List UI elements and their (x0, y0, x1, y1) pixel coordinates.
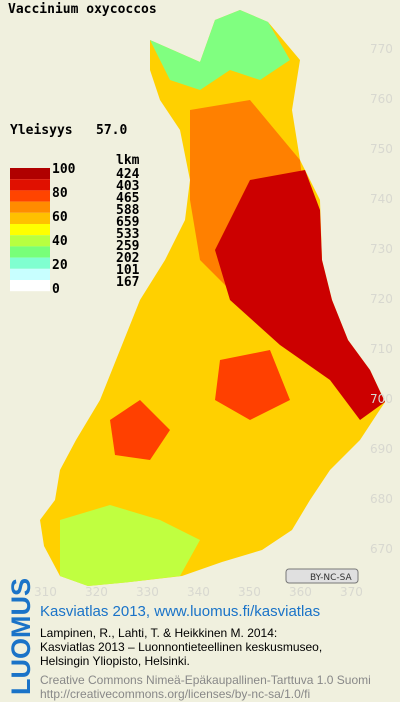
citation-line: Kasviatlas 2013 – Luonnontieteellinen ke… (40, 640, 322, 654)
legend-scale-label: 40 (52, 234, 68, 249)
legend-count: 588 (116, 203, 140, 218)
count-header: lkm (116, 153, 140, 168)
license-line: Creative Commons Nimeä-Epäkaupallinen-Ta… (40, 673, 371, 687)
legend-swatch (10, 201, 50, 213)
map-title: Vaccinium oxycoccos (8, 2, 157, 17)
legend-count: 167 (116, 275, 139, 290)
easting-label: 320 (85, 585, 108, 599)
legend: 100 80 60 40 20 0 4244034655886595332592021011… (10, 162, 140, 297)
red-patch (110, 400, 170, 460)
northing-label: 700 (370, 392, 393, 406)
legend-swatch (10, 168, 50, 180)
axes: 770 760 750 740 730 720 710 700 690 680 670 310 320 3… (34, 42, 393, 599)
legend-swatch (10, 257, 50, 269)
cc-badge (285, 568, 359, 584)
legend-count: 533 (116, 227, 139, 242)
legend-scale-label: 20 (52, 258, 68, 273)
easting-label: 310 (34, 585, 57, 599)
easting-label: 340 (187, 585, 210, 599)
legend-swatch (10, 224, 50, 236)
frequency-label: Yleisyys (10, 123, 73, 138)
northing-label: 680 (370, 492, 393, 506)
footer-heading: Kasviatlas 2013, www.luomus.fi/kasviatla… (40, 603, 320, 620)
logo: LUOMUS (6, 578, 36, 695)
north-zone (150, 10, 290, 90)
legend-count: 101 (116, 263, 140, 278)
legend-count: 424 (116, 167, 140, 182)
northing-label: 750 (370, 142, 393, 156)
legend-scale-label: 60 (52, 210, 68, 225)
legend-swatch (10, 268, 50, 280)
cc-badge-text: BY-NC-SA (310, 573, 353, 583)
easting-label: 360 (289, 585, 312, 599)
red-zone (215, 170, 385, 420)
easting-label: 350 (238, 585, 261, 599)
legend-swatch (10, 190, 50, 202)
northing-label: 720 (370, 292, 393, 306)
legend-count: 202 (116, 251, 139, 266)
legend-swatch (10, 212, 50, 224)
map (40, 10, 385, 586)
legend-scale-label: 0 (52, 282, 60, 297)
northing-label: 730 (370, 242, 393, 256)
legend-scale-label: 80 (52, 186, 68, 201)
citation-line: Helsingin Yliopisto, Helsinki. (40, 654, 190, 668)
northing-label: 760 (370, 92, 393, 106)
license-line: http://creativecommons.org/licenses/by-n… (40, 687, 310, 701)
easting-label: 330 (136, 585, 159, 599)
citation-line: Lampinen, R., Lahti, T. & Heikkinen M. 2… (40, 626, 277, 640)
legend-swatch (10, 246, 50, 258)
legend-swatch (10, 280, 50, 292)
easting-label: 370 (340, 585, 363, 599)
legend-swatch (10, 235, 50, 247)
south-zone (60, 505, 200, 586)
northing-label: 710 (370, 342, 393, 356)
red-patch (215, 350, 290, 420)
northing-label: 670 (370, 542, 393, 556)
frequency-value: 57.0 (96, 123, 127, 138)
legend-count: 403 (116, 179, 139, 194)
northing-label: 740 (370, 192, 393, 206)
legend-count: 259 (116, 239, 139, 254)
legend-scale-label: 100 (52, 162, 76, 177)
legend-swatch (10, 179, 50, 191)
legend-count: 659 (116, 215, 139, 230)
northing-label: 690 (370, 442, 393, 456)
northing-label: 770 (370, 42, 393, 56)
legend-count: 465 (116, 191, 139, 206)
